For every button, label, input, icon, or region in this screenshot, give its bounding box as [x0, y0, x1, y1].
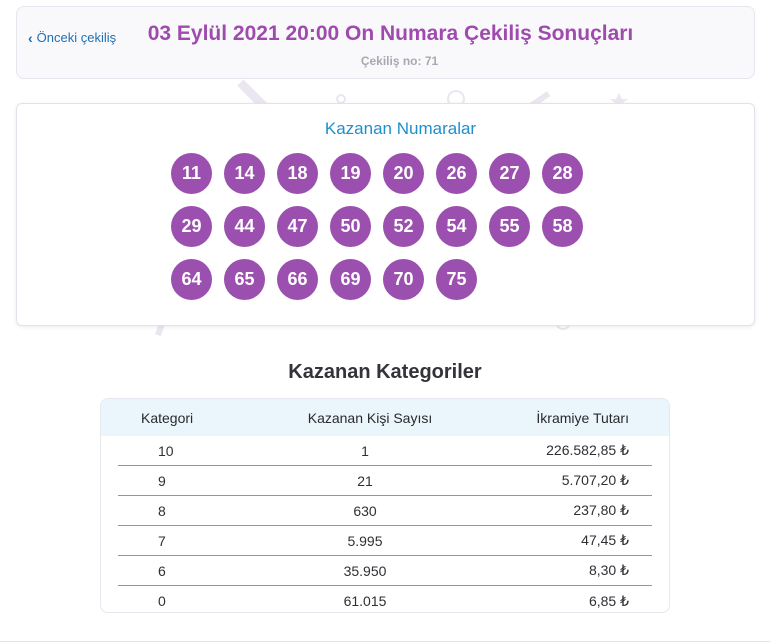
winners-cell: 5.995: [347, 532, 383, 549]
prize-cell: 237,80 ₺: [573, 502, 629, 518]
draw-number: Çekiliş no: 71: [360, 54, 439, 68]
prize-cell: 47,45 ₺: [581, 532, 629, 548]
number-ball: 14: [224, 153, 265, 194]
category-cell: 9: [158, 472, 166, 489]
column-header-category: Kategori: [141, 409, 194, 426]
number-ball: 55: [489, 206, 530, 247]
number-ball: 70: [383, 259, 424, 300]
table-row: 6 35.950 8,30 ₺: [118, 556, 652, 586]
category-cell: 10: [158, 442, 174, 459]
table-row: 9 21 5.707,20 ₺: [118, 466, 652, 496]
category-cell: 0: [158, 593, 166, 609]
number-ball: 58: [542, 206, 583, 247]
number-ball: 44: [224, 206, 265, 247]
winning-numbers-grid: 11 14 18 19 20 26 27 28 29 44 47 50 52 5…: [171, 153, 596, 300]
table-row: 8 630 237,80 ₺: [118, 496, 652, 526]
draw-header: ‹ Önceki çekiliş 03 Eylül 2021 20:00 On …: [16, 6, 755, 79]
column-header-winners: Kazanan Kişi Sayısı: [307, 409, 433, 426]
category-cell: 7: [158, 532, 166, 549]
table-header: Kategori Kazanan Kişi Sayısı İkramiye Tu…: [101, 399, 669, 436]
table-row: 7 5.995 47,45 ₺: [118, 526, 652, 556]
number-ball: 11: [171, 153, 212, 194]
previous-draw-link[interactable]: ‹ Önceki çekiliş: [28, 30, 116, 45]
number-ball: 19: [330, 153, 371, 194]
chevron-left-icon: ‹: [28, 29, 33, 46]
winning-numbers-card: Kazanan Numaralar 11 14 18 19 20 26 27 2…: [16, 103, 755, 326]
number-ball: 64: [171, 259, 212, 300]
category-cell: 6: [158, 562, 166, 579]
number-ball: 27: [489, 153, 530, 194]
winners-cell: 35.950: [343, 562, 387, 579]
number-ball: 69: [330, 259, 371, 300]
page-title: 03 Eylül 2021 20:00 On Numara Çekiliş So…: [147, 22, 634, 45]
winners-cell: 21: [357, 472, 373, 489]
prize-cell: 226.582,85 ₺: [546, 442, 629, 458]
winning-numbers-title: Kazanan Numaralar: [324, 119, 477, 138]
winners-cell: 630: [353, 502, 377, 519]
winning-categories-title: Kazanan Kategoriler: [288, 361, 482, 383]
page-divider: [0, 641, 770, 642]
number-ball: 47: [277, 206, 318, 247]
number-ball: 52: [383, 206, 424, 247]
number-ball: 29: [171, 206, 212, 247]
number-ball: 50: [330, 206, 371, 247]
table-row: 0 61.015 6,85 ₺: [118, 586, 652, 612]
table-row: 10 1 226.582,85 ₺: [118, 436, 652, 466]
number-ball: 28: [542, 153, 583, 194]
prize-cell: 6,85 ₺: [588, 592, 629, 609]
prize-cell: 8,30 ₺: [588, 562, 629, 578]
number-ball: 66: [277, 259, 318, 300]
category-cell: 8: [158, 502, 166, 519]
number-ball: 26: [436, 153, 477, 194]
winners-cell: 61.015: [343, 593, 387, 609]
table-body: 10 1 226.582,85 ₺ 9 21 5.707,20 ₺ 8 630 …: [101, 436, 669, 612]
prize-cell: 5.707,20 ₺: [561, 472, 629, 488]
column-header-prize: İkramiye Tutarı: [536, 409, 629, 426]
number-ball: 75: [436, 259, 477, 300]
winners-cell: 1: [361, 442, 369, 459]
winning-categories-table: Kategori Kazanan Kişi Sayısı İkramiye Tu…: [100, 398, 670, 613]
number-ball: 20: [383, 153, 424, 194]
number-ball: 18: [277, 153, 318, 194]
previous-draw-label: Önceki çekiliş: [36, 30, 117, 45]
number-ball: 54: [436, 206, 477, 247]
number-ball: 65: [224, 259, 265, 300]
